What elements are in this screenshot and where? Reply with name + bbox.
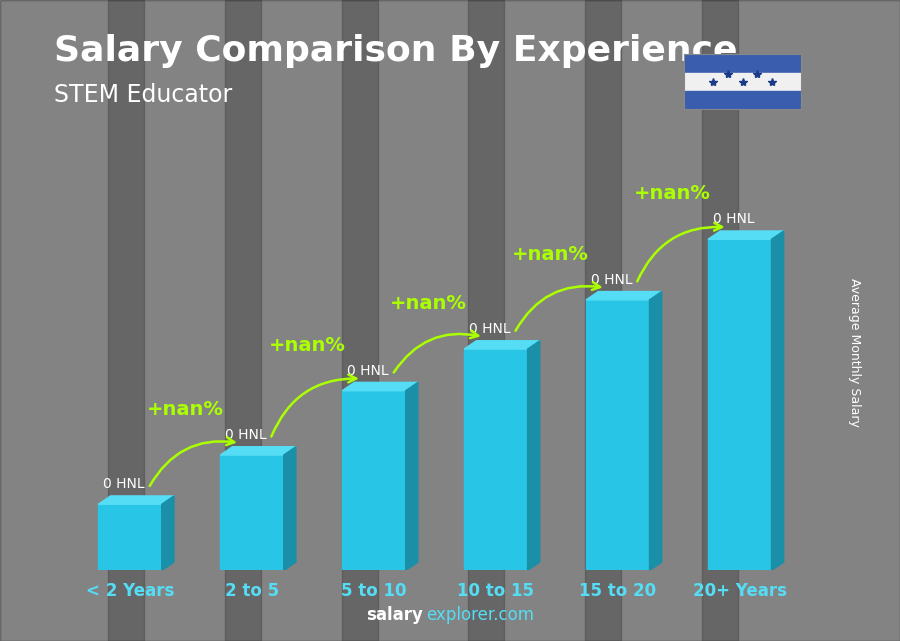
Bar [464,349,527,570]
Bar [468,0,504,641]
Text: +nan%: +nan% [391,294,467,313]
Bar [684,72,801,91]
Text: 0 HNL: 0 HNL [347,364,389,378]
Text: +nan%: +nan% [268,336,346,354]
Polygon shape [464,341,540,349]
Text: 0 HNL: 0 HNL [225,428,266,442]
Text: 0 HNL: 0 HNL [591,273,633,287]
Bar [708,239,771,570]
Polygon shape [342,383,418,391]
Bar [585,0,621,641]
Polygon shape [98,496,174,504]
Bar [98,504,162,570]
Polygon shape [220,447,296,455]
Polygon shape [284,447,296,570]
Text: 0 HNL: 0 HNL [104,478,145,492]
Text: salary: salary [366,606,423,624]
Bar [342,0,378,641]
Polygon shape [527,341,540,570]
Bar [225,0,261,641]
Bar [702,0,738,641]
Polygon shape [708,231,784,239]
Bar [586,300,650,570]
Polygon shape [586,292,662,300]
Text: Average Monthly Salary: Average Monthly Salary [849,278,861,427]
Text: +nan%: +nan% [147,400,223,419]
Bar [220,455,284,570]
Polygon shape [406,383,418,570]
Polygon shape [162,496,174,570]
Text: 0 HNL: 0 HNL [713,212,754,226]
Text: +nan%: +nan% [634,185,711,203]
Text: +nan%: +nan% [512,245,590,264]
Bar [342,391,406,570]
Polygon shape [650,292,662,570]
Text: STEM Educator: STEM Educator [54,83,232,106]
Text: 0 HNL: 0 HNL [469,322,510,336]
Bar [684,54,801,72]
Text: explorer.com: explorer.com [426,606,534,624]
Polygon shape [771,231,784,570]
Bar [684,91,801,109]
Text: Salary Comparison By Experience: Salary Comparison By Experience [54,33,737,68]
Bar [108,0,144,641]
